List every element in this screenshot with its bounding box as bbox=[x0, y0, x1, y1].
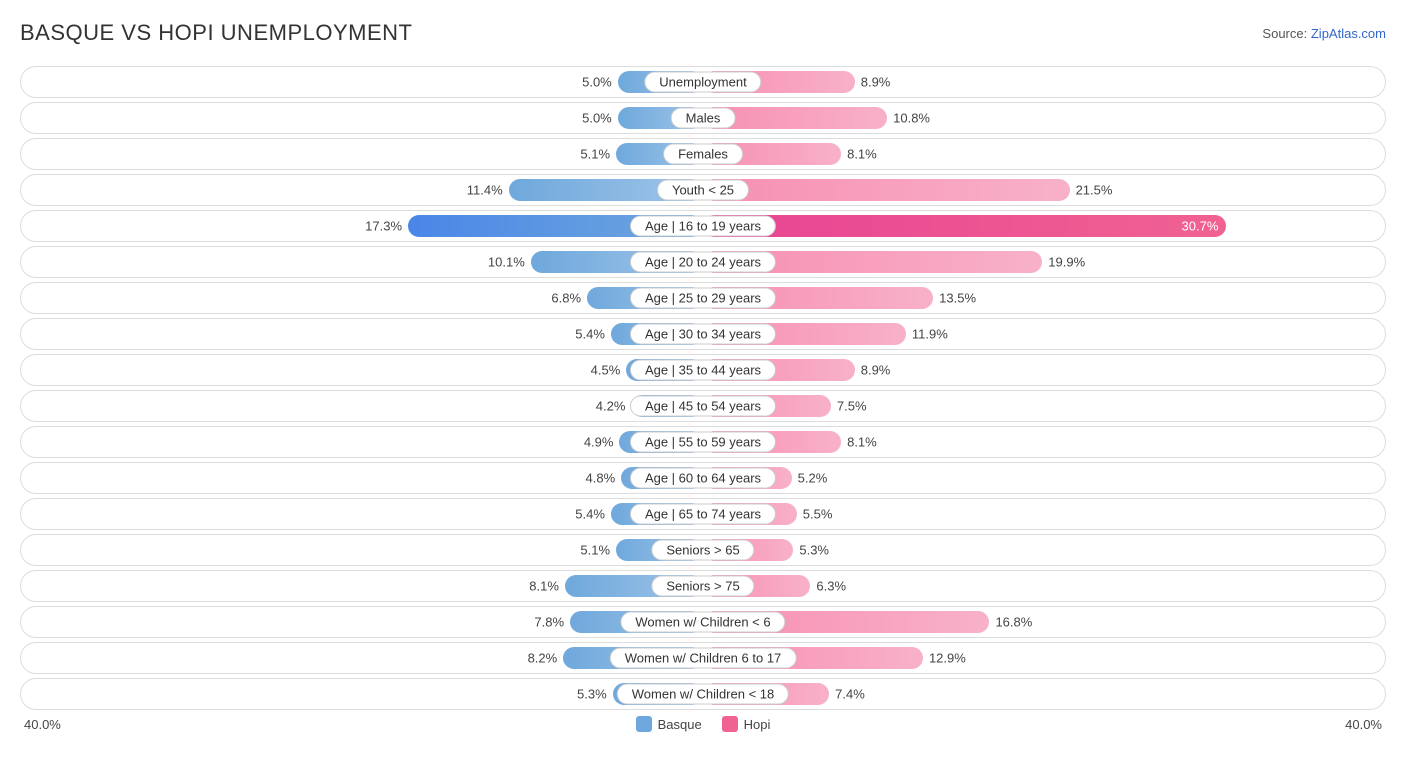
axis-max-left: 40.0% bbox=[24, 717, 61, 732]
chart-row: 8.1% 6.3% Seniors > 75 bbox=[20, 570, 1386, 602]
legend-label-left: Basque bbox=[658, 717, 702, 732]
category-label: Seniors > 75 bbox=[651, 576, 754, 597]
chart-row: 4.9% 8.1% Age | 55 to 59 years bbox=[20, 426, 1386, 458]
value-right: 5.3% bbox=[799, 543, 829, 558]
chart-row: 10.1% 19.9% Age | 20 to 24 years bbox=[20, 246, 1386, 278]
category-label: Females bbox=[663, 144, 743, 165]
value-right: 10.8% bbox=[893, 111, 930, 126]
chart-row: 4.2% 7.5% Age | 45 to 54 years bbox=[20, 390, 1386, 422]
category-label: Women w/ Children < 6 bbox=[620, 612, 785, 633]
value-left: 5.0% bbox=[582, 75, 612, 90]
value-right: 21.5% bbox=[1076, 183, 1113, 198]
value-left: 5.1% bbox=[580, 543, 610, 558]
chart-row: 5.0% 8.9% Unemployment bbox=[20, 66, 1386, 98]
swatch-pink-icon bbox=[722, 716, 738, 732]
bar-right: 21.5% bbox=[703, 179, 1070, 201]
chart-row: 17.3% 30.7% Age | 16 to 19 years bbox=[20, 210, 1386, 242]
value-left: 5.1% bbox=[580, 147, 610, 162]
category-label: Males bbox=[671, 108, 736, 129]
category-label: Age | 30 to 34 years bbox=[630, 324, 776, 345]
category-label: Age | 20 to 24 years bbox=[630, 252, 776, 273]
value-right: 30.7% bbox=[1182, 219, 1219, 234]
value-left: 6.8% bbox=[551, 291, 581, 306]
value-left: 4.9% bbox=[584, 435, 614, 450]
value-left: 5.4% bbox=[575, 507, 605, 522]
chart-row: 4.5% 8.9% Age | 35 to 44 years bbox=[20, 354, 1386, 386]
chart-row: 5.4% 11.9% Age | 30 to 34 years bbox=[20, 318, 1386, 350]
category-label: Age | 65 to 74 years bbox=[630, 504, 776, 525]
category-label: Women w/ Children < 18 bbox=[617, 684, 789, 705]
value-left: 17.3% bbox=[365, 219, 402, 234]
value-left: 11.4% bbox=[467, 183, 503, 198]
value-right: 5.2% bbox=[798, 471, 828, 486]
value-left: 5.3% bbox=[577, 687, 607, 702]
chart-row: 5.0% 10.8% Males bbox=[20, 102, 1386, 134]
category-label: Age | 60 to 64 years bbox=[630, 468, 776, 489]
value-right: 7.5% bbox=[837, 399, 867, 414]
value-right: 12.9% bbox=[929, 651, 966, 666]
chart-row: 5.3% 7.4% Women w/ Children < 18 bbox=[20, 678, 1386, 710]
chart-title: BASQUE VS HOPI UNEMPLOYMENT bbox=[20, 20, 412, 46]
value-right: 8.9% bbox=[861, 75, 891, 90]
category-label: Women w/ Children 6 to 17 bbox=[610, 648, 797, 669]
value-left: 5.0% bbox=[582, 111, 612, 126]
value-right: 6.3% bbox=[816, 579, 846, 594]
category-label: Youth < 25 bbox=[657, 180, 749, 201]
source-link[interactable]: ZipAtlas.com bbox=[1311, 26, 1386, 41]
value-right: 13.5% bbox=[939, 291, 976, 306]
category-label: Age | 45 to 54 years bbox=[630, 396, 776, 417]
chart-row: 5.4% 5.5% Age | 65 to 74 years bbox=[20, 498, 1386, 530]
chart-row: 4.8% 5.2% Age | 60 to 64 years bbox=[20, 462, 1386, 494]
value-left: 8.2% bbox=[528, 651, 558, 666]
legend: Basque Hopi bbox=[636, 716, 771, 732]
legend-item-basque: Basque bbox=[636, 716, 702, 732]
value-right: 11.9% bbox=[912, 327, 948, 342]
value-left: 7.8% bbox=[534, 615, 564, 630]
legend-label-right: Hopi bbox=[744, 717, 771, 732]
value-left: 8.1% bbox=[529, 579, 559, 594]
source-attribution: Source: ZipAtlas.com bbox=[1262, 26, 1386, 41]
value-left: 4.2% bbox=[596, 399, 626, 414]
chart-row: 8.2% 12.9% Women w/ Children 6 to 17 bbox=[20, 642, 1386, 674]
chart-row: 5.1% 5.3% Seniors > 65 bbox=[20, 534, 1386, 566]
category-label: Unemployment bbox=[644, 72, 761, 93]
value-right: 16.8% bbox=[995, 615, 1032, 630]
header: BASQUE VS HOPI UNEMPLOYMENT Source: ZipA… bbox=[10, 20, 1396, 46]
source-label: Source: bbox=[1262, 26, 1307, 41]
value-right: 8.1% bbox=[847, 435, 877, 450]
chart-row: 5.1% 8.1% Females bbox=[20, 138, 1386, 170]
value-right: 8.1% bbox=[847, 147, 877, 162]
value-left: 5.4% bbox=[575, 327, 605, 342]
category-label: Age | 25 to 29 years bbox=[630, 288, 776, 309]
chart-row: 11.4%21.5%Youth < 25 bbox=[20, 174, 1386, 206]
bar-right: 30.7% bbox=[703, 215, 1226, 237]
value-right: 7.4% bbox=[835, 687, 865, 702]
category-label: Age | 16 to 19 years bbox=[630, 216, 776, 237]
legend-item-hopi: Hopi bbox=[722, 716, 771, 732]
value-left: 4.5% bbox=[591, 363, 621, 378]
axis-max-right: 40.0% bbox=[1345, 717, 1382, 732]
category-label: Age | 35 to 44 years bbox=[630, 360, 776, 381]
value-left: 10.1% bbox=[488, 255, 525, 270]
swatch-blue-icon bbox=[636, 716, 652, 732]
category-label: Seniors > 65 bbox=[651, 540, 754, 561]
chart-footer: 40.0% Basque Hopi 40.0% bbox=[10, 716, 1396, 732]
value-right: 19.9% bbox=[1048, 255, 1085, 270]
chart-row: 6.8% 13.5% Age | 25 to 29 years bbox=[20, 282, 1386, 314]
value-right: 5.5% bbox=[803, 507, 833, 522]
value-left: 4.8% bbox=[586, 471, 616, 486]
category-label: Age | 55 to 59 years bbox=[630, 432, 776, 453]
value-right: 8.9% bbox=[861, 363, 891, 378]
chart-row: 7.8% 16.8% Women w/ Children < 6 bbox=[20, 606, 1386, 638]
diverging-bar-chart: 5.0% 8.9% Unemployment 5.0% 10.8% Males 5.1% 8.… bbox=[10, 66, 1396, 710]
